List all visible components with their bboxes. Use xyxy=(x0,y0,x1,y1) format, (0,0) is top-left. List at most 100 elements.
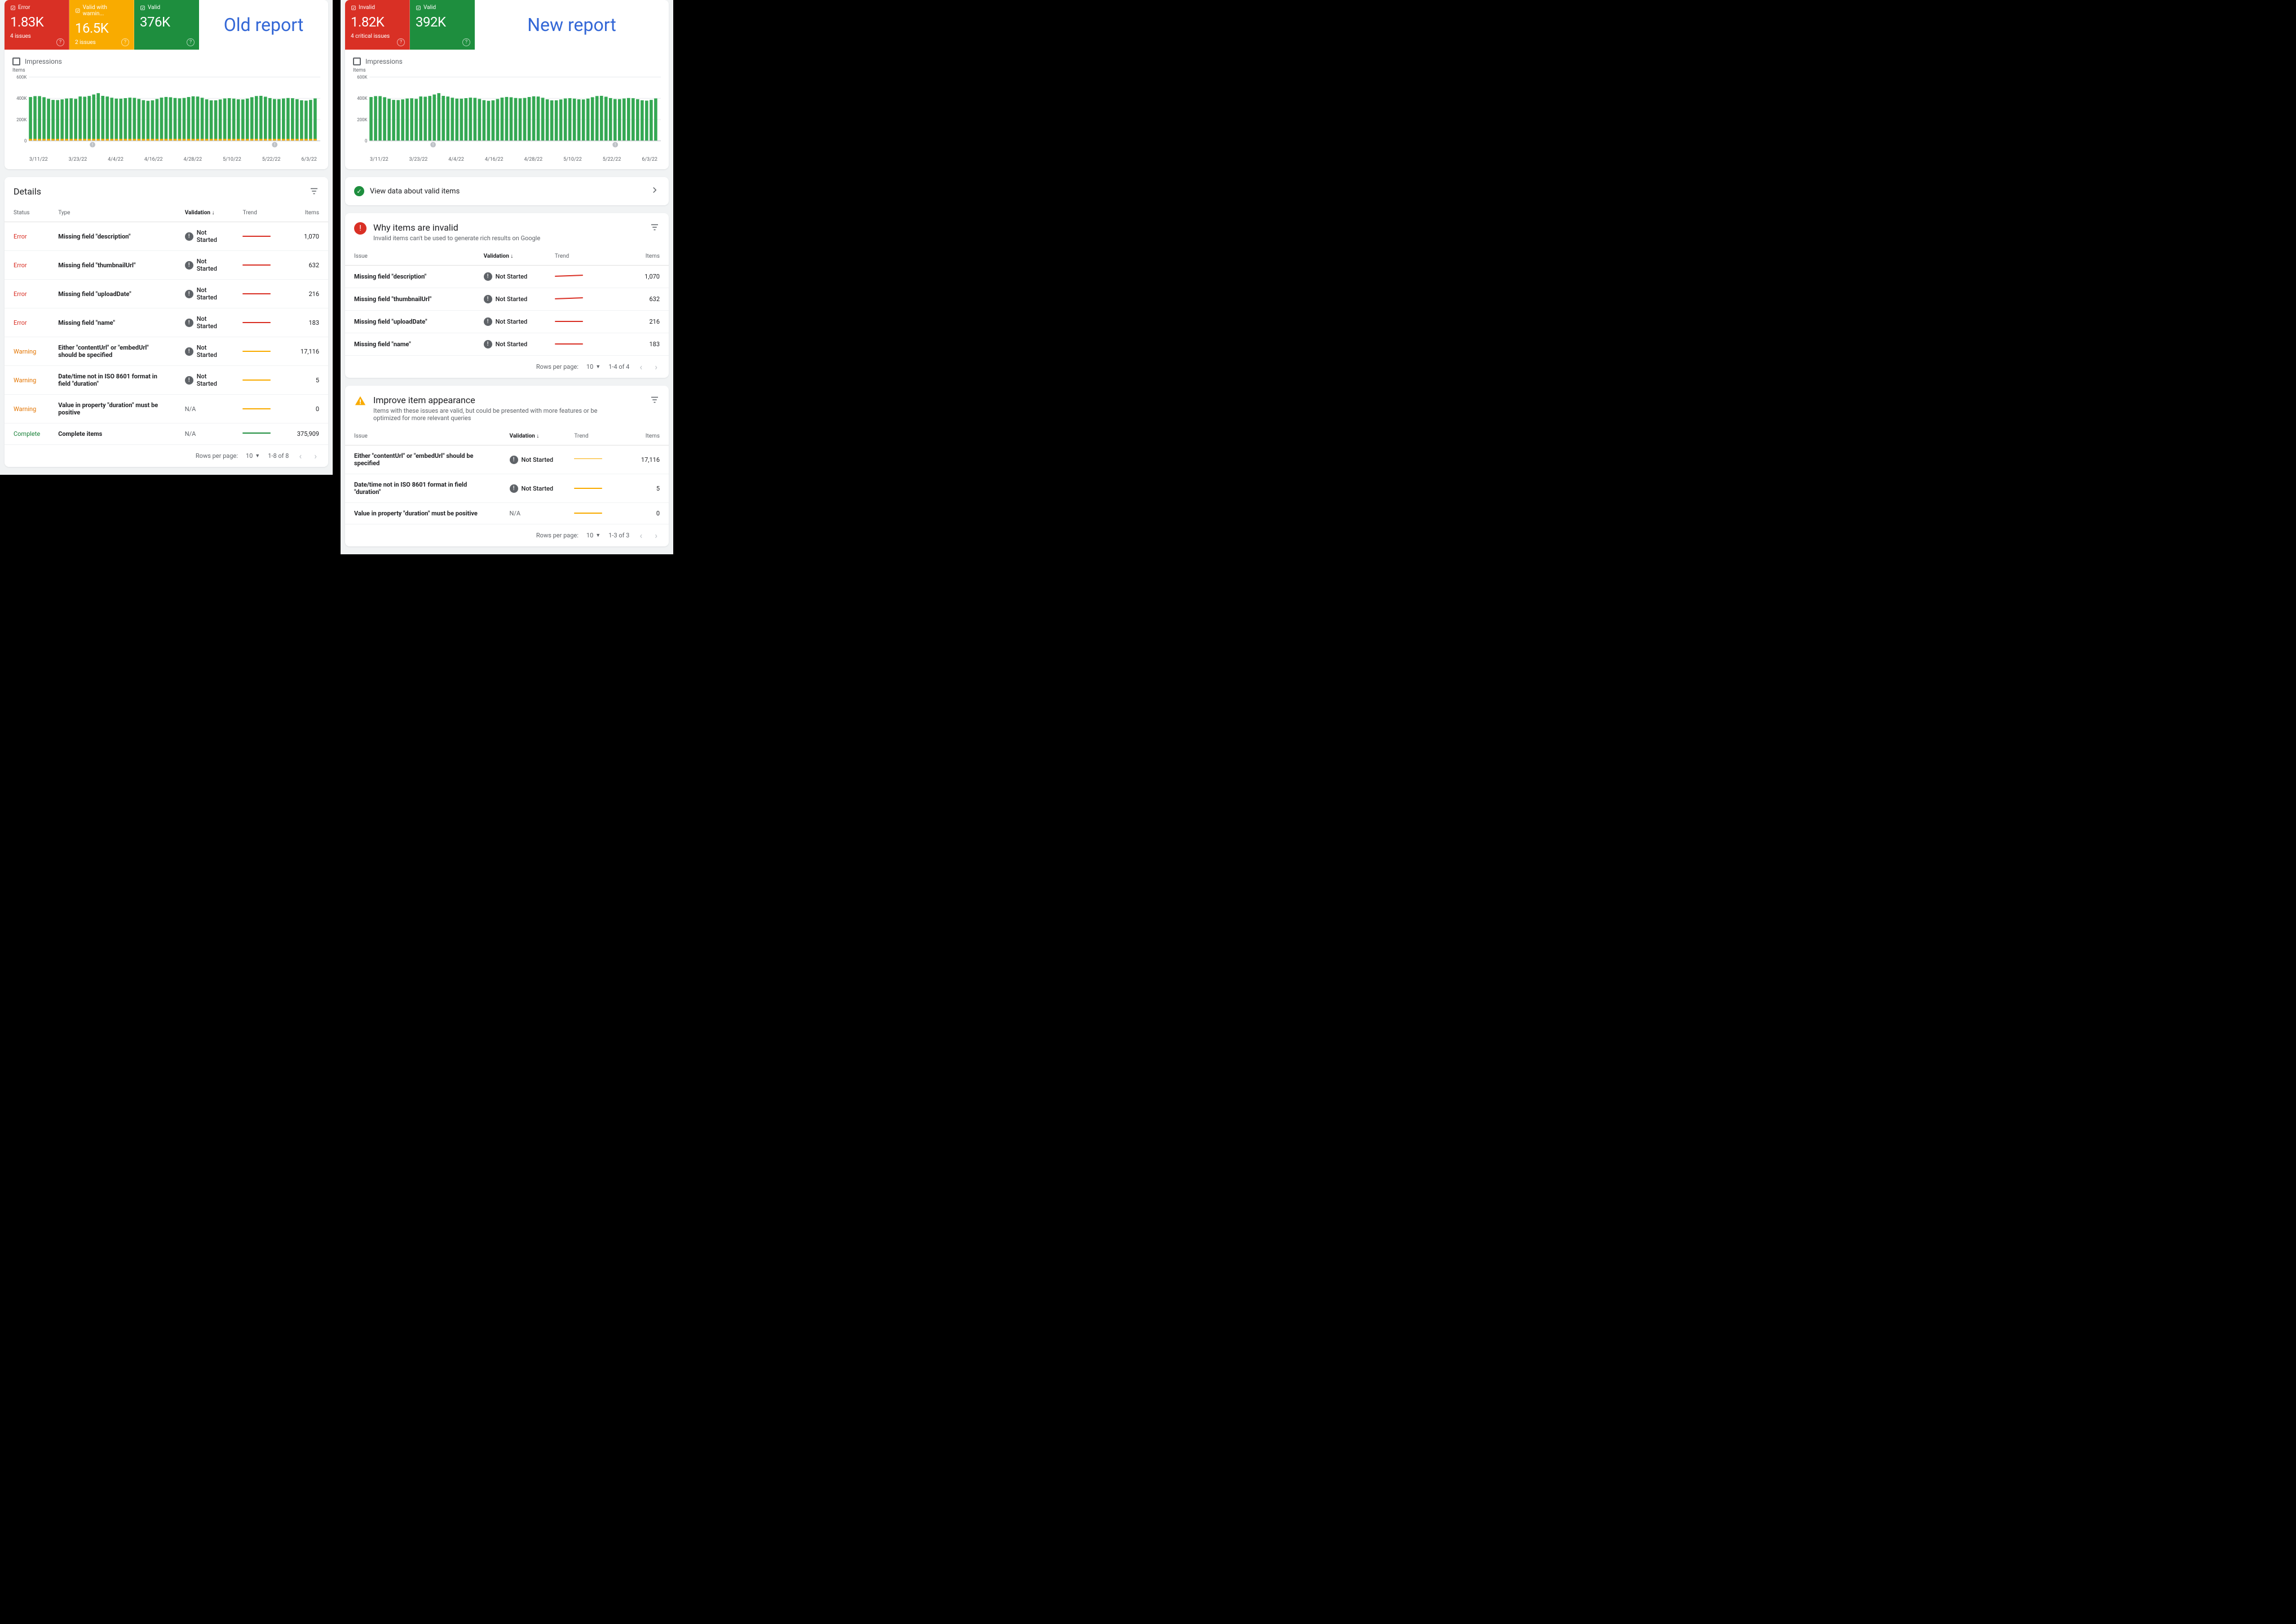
type-cell: Missing field "thumbnailUrl" xyxy=(49,251,176,280)
valid-items-banner[interactable]: ✓ View data about valid items xyxy=(345,177,669,205)
col-validation[interactable]: Validation xyxy=(501,427,566,445)
rpp-select[interactable]: 10 ▼ xyxy=(586,363,601,370)
col-status[interactable]: Status xyxy=(5,204,49,222)
col-issue[interactable]: Issue xyxy=(345,427,501,445)
new-chart-xticks: 3/11/223/23/224/4/224/16/224/28/225/10/2… xyxy=(353,155,661,162)
trend-cell xyxy=(233,308,280,337)
status-cell: Warning xyxy=(5,366,49,395)
items-cell: 5 xyxy=(280,366,328,395)
status-dot-icon: ! xyxy=(510,456,518,464)
issue-cell: Missing field "thumbnailUrl" xyxy=(345,288,475,311)
rpp-select[interactable]: 10 ▼ xyxy=(586,532,601,539)
help-icon[interactable]: ? xyxy=(187,38,195,46)
impressions-toggle[interactable]: Impressions xyxy=(353,54,661,68)
table-row[interactable]: Error Missing field "description" !Not S… xyxy=(5,222,328,251)
table-row[interactable]: Error Missing field "thumbnailUrl" !Not … xyxy=(5,251,328,280)
improve-card: Improve item appearance Items with these… xyxy=(345,386,669,546)
help-icon[interactable]: ? xyxy=(462,38,470,46)
table-row[interactable]: Missing field "description" !Not Started… xyxy=(345,266,669,288)
prev-page-button[interactable]: ‹ xyxy=(637,530,644,541)
col-trend[interactable]: Trend xyxy=(546,248,611,266)
rpp-select[interactable]: 10 ▼ xyxy=(246,452,260,460)
type-cell: Either "contentUrl" or "embedUrl" should… xyxy=(49,337,176,366)
svg-text:600K: 600K xyxy=(357,75,367,80)
col-type[interactable]: Type xyxy=(49,204,176,222)
status-cell: Complete xyxy=(5,423,49,445)
tile-label: Valid xyxy=(416,5,469,11)
validation-pill: !Not Started xyxy=(484,272,528,281)
type-cell: Missing field "uploadDate" xyxy=(49,280,176,308)
trend-cell xyxy=(546,311,611,333)
status-cell: Warning xyxy=(5,395,49,423)
issue-cell: Either "contentUrl" or "embedUrl" should… xyxy=(345,445,501,474)
checkbox-icon xyxy=(12,58,20,65)
col-validation[interactable]: Validation xyxy=(176,204,234,222)
tile-value: 16.5K xyxy=(75,20,128,36)
validation-cell: N/A xyxy=(176,423,234,445)
validation-pill: !Not Started xyxy=(185,315,225,330)
table-row[interactable]: Error Missing field "name" !Not Started … xyxy=(5,308,328,337)
metric-tile[interactable]: Invalid 1.82K 4 critical issues ? xyxy=(345,0,410,50)
table-row[interactable]: Complete Complete items N/A 375,909 xyxy=(5,423,328,445)
help-icon[interactable]: ? xyxy=(121,38,129,46)
old-chart-xticks: 3/11/223/23/224/4/224/16/224/28/225/10/2… xyxy=(12,155,320,162)
status-dot-icon: ! xyxy=(185,290,193,298)
metric-tile[interactable]: Valid 376K ? xyxy=(134,0,199,50)
col-issue[interactable]: Issue xyxy=(345,248,475,266)
table-row[interactable]: Warning Value in property "duration" mus… xyxy=(5,395,328,423)
metric-tile[interactable]: Valid with warnin... 16.5K 2 issues ? xyxy=(69,0,134,50)
table-row[interactable]: Missing field "uploadDate" !Not Started … xyxy=(345,311,669,333)
col-items[interactable]: Items xyxy=(280,204,328,222)
table-row[interactable]: Either "contentUrl" or "embedUrl" should… xyxy=(345,445,669,474)
col-trend[interactable]: Trend xyxy=(565,427,617,445)
checkbox-icon xyxy=(353,58,361,65)
check-icon: ✓ xyxy=(354,186,364,196)
table-row[interactable]: Date/time not in ISO 8601 format in fiel… xyxy=(345,474,669,503)
table-row[interactable]: Value in property "duration" must be pos… xyxy=(345,503,669,524)
help-icon[interactable]: ? xyxy=(397,38,405,46)
validation-cell: !Not Started xyxy=(475,333,546,356)
tile-label: Valid xyxy=(140,5,193,11)
page-range: 1-4 of 4 xyxy=(608,363,629,370)
validation-text: N/A xyxy=(510,510,521,517)
validation-cell: !Not Started xyxy=(176,222,234,251)
impressions-toggle[interactable]: Impressions xyxy=(12,54,320,68)
metric-tile[interactable]: Valid 392K ? xyxy=(410,0,475,50)
metric-tile[interactable]: Error 1.83K 4 issues ? xyxy=(5,0,69,50)
help-icon[interactable]: ? xyxy=(56,38,64,46)
col-items[interactable]: Items xyxy=(617,427,669,445)
old-header-row: Error 1.83K 4 issues ?Valid with warnin.… xyxy=(5,0,328,50)
items-cell: 17,116 xyxy=(280,337,328,366)
prev-page-button[interactable]: ‹ xyxy=(297,451,304,461)
status-dot-icon: ! xyxy=(484,340,492,348)
table-row[interactable]: Missing field "thumbnailUrl" !Not Starte… xyxy=(345,288,669,311)
filter-icon[interactable] xyxy=(650,395,660,407)
filter-icon[interactable] xyxy=(309,186,319,198)
tile-value: 1.82K xyxy=(351,14,404,30)
filter-icon[interactable] xyxy=(650,222,660,235)
col-validation[interactable]: Validation xyxy=(475,248,546,266)
validation-cell: !Not Started xyxy=(475,288,546,311)
table-row[interactable]: Missing field "name" !Not Started 183 xyxy=(345,333,669,356)
table-row[interactable]: Warning Either "contentUrl" or "embedUrl… xyxy=(5,337,328,366)
status-dot-icon: ! xyxy=(185,347,193,356)
prev-page-button[interactable]: ‹ xyxy=(637,361,644,372)
status-cell: Warning xyxy=(5,337,49,366)
validation-pill: !Not Started xyxy=(510,484,554,493)
trend-cell xyxy=(233,251,280,280)
table-row[interactable]: Warning Date/time not in ISO 8601 format… xyxy=(5,366,328,395)
page-range: 1-3 of 3 xyxy=(608,532,629,539)
col-trend[interactable]: Trend xyxy=(233,204,280,222)
invalid-title: Why items are invalid xyxy=(373,222,540,233)
table-row[interactable]: Error Missing field "uploadDate" !Not St… xyxy=(5,280,328,308)
chevron-right-icon xyxy=(650,185,660,197)
col-items[interactable]: Items xyxy=(611,248,669,266)
old-chart: 600K400K200K0!! xyxy=(12,73,320,152)
items-cell: 1,070 xyxy=(611,266,669,288)
issue-cell: Missing field "uploadDate" xyxy=(345,311,475,333)
next-page-button[interactable]: › xyxy=(312,451,319,461)
status-cell: Error xyxy=(5,251,49,280)
next-page-button[interactable]: › xyxy=(652,361,660,372)
invalid-pager: Rows per page: 10 ▼ 1-4 of 4 ‹ › xyxy=(345,355,669,378)
next-page-button[interactable]: › xyxy=(652,530,660,541)
